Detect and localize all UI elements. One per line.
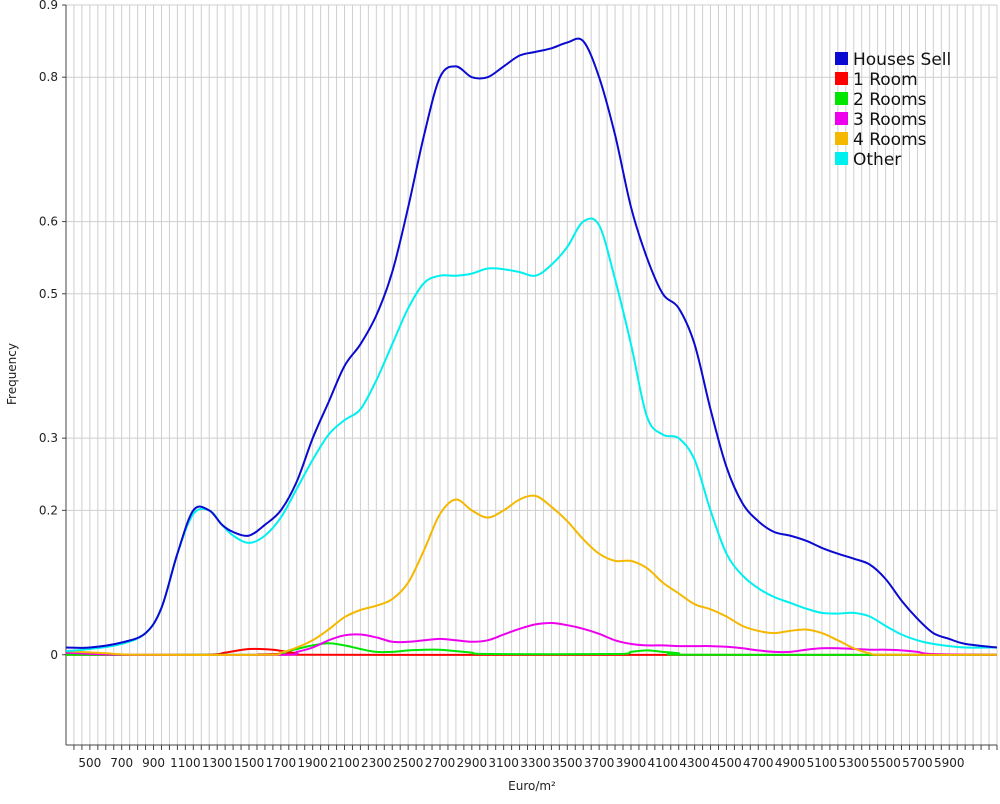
x-tick-label: 700	[110, 756, 133, 770]
x-axis-label: Euro/m²	[508, 779, 556, 793]
x-tick-label: 2700	[425, 756, 456, 770]
x-tick-label: 4900	[775, 756, 806, 770]
x-tick-label: 2100	[329, 756, 360, 770]
series-line-houses-sell	[65, 37, 998, 649]
legend-swatch-3-rooms	[835, 112, 848, 125]
series-line-4-rooms	[65, 494, 998, 656]
legend-swatch-houses-sell	[835, 52, 848, 65]
series-line-2-rooms	[65, 642, 998, 656]
x-tick-label: 3500	[552, 756, 583, 770]
legend-label-4-rooms: 4 Rooms	[853, 130, 927, 150]
x-tick-label: 5900	[934, 756, 965, 770]
grid	[66, 4, 998, 745]
x-tick-label: 2300	[361, 756, 392, 770]
legend-label-houses-sell: Houses Sell	[853, 50, 951, 70]
x-tick-label: 3300	[520, 756, 551, 770]
y-tick-label: 0.9	[39, 0, 58, 12]
legend-label-1-room: 1 Room	[853, 70, 918, 90]
x-tick-label: 500	[78, 756, 101, 770]
x-tick-label: 5700	[902, 756, 933, 770]
legend-swatch-other	[835, 152, 848, 165]
series-lines	[65, 37, 998, 657]
x-tick-label: 5100	[807, 756, 838, 770]
x-tick-label: 1900	[297, 756, 328, 770]
x-tick-label: 5500	[870, 756, 901, 770]
x-tick-label: 2900	[457, 756, 488, 770]
y-axis-label: Frequency	[5, 343, 19, 405]
x-tick-label: 3700	[584, 756, 615, 770]
x-tick-label: 1300	[202, 756, 233, 770]
legend-label-3-rooms: 3 Rooms	[853, 110, 927, 130]
x-tick-label: 4300	[679, 756, 710, 770]
legend-swatch-2-rooms	[835, 92, 848, 105]
y-tick-label: 0.2	[39, 503, 58, 517]
series-line-3-rooms	[65, 621, 998, 657]
y-tick-label: 0.5	[39, 287, 58, 301]
legend-swatch-4-rooms	[835, 132, 848, 145]
x-tick-label: 1100	[170, 756, 201, 770]
y-tick-label: 0.8	[39, 70, 58, 84]
x-tick-label: 1500	[234, 756, 265, 770]
x-tick-label: 2500	[393, 756, 424, 770]
legend-swatch-1-room	[835, 72, 848, 85]
x-tick-label: 4100	[648, 756, 679, 770]
series-line-other	[65, 217, 998, 653]
x-tick-label: 1700	[266, 756, 297, 770]
x-tick-label: 900	[142, 756, 165, 770]
y-tick-label: 0	[50, 648, 58, 662]
x-tick-label: 4700	[743, 756, 774, 770]
y-tick-label: 0.6	[39, 215, 58, 229]
x-tick-label: 3900	[616, 756, 647, 770]
x-tick-label: 4500	[711, 756, 742, 770]
y-tick-label: 0.3	[39, 431, 58, 445]
x-tick-label: 5300	[838, 756, 869, 770]
legend-label-2-rooms: 2 Rooms	[853, 90, 927, 110]
legend-label-other: Other	[853, 150, 901, 170]
axes: 500 700 900 1100 1300 1500 1700 1900 2100 2300 250…	[39, 0, 998, 770]
x-tick-label: 3100	[488, 756, 519, 770]
